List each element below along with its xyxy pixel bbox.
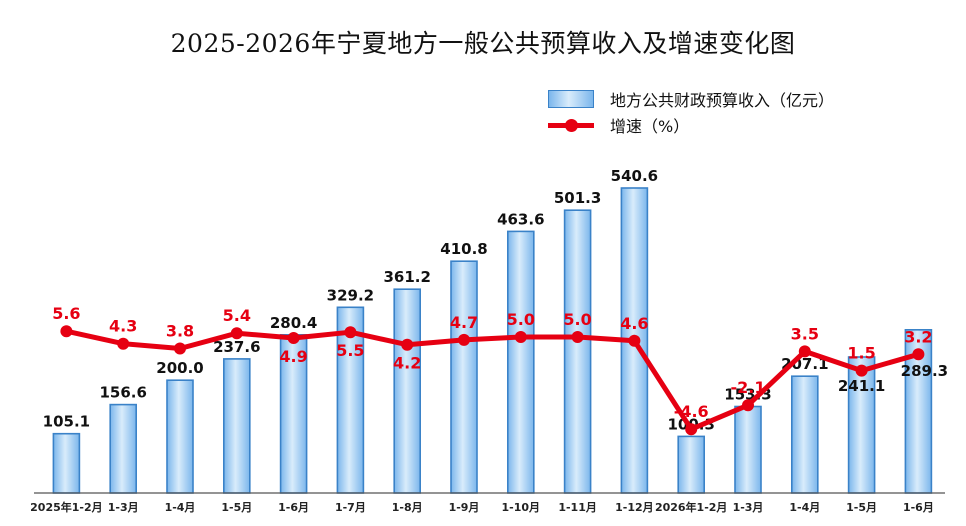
- growth-value-label: 5.0: [507, 310, 535, 329]
- x-tick-label: 1-5月: [846, 501, 877, 514]
- bar-value-label: 237.6: [213, 338, 260, 356]
- growth-value-label: 4.7: [450, 313, 478, 332]
- growth-line: [65, 328, 920, 432]
- growth-value-label: -4.6: [674, 402, 709, 421]
- growth-value-label: 4.9: [279, 347, 307, 366]
- x-tick-label: 1-3月: [108, 501, 139, 514]
- growth-value-label: 3.5: [791, 324, 819, 343]
- growth-value-label: 5.5: [336, 341, 364, 360]
- growth-value-label: 5.6: [52, 304, 80, 323]
- legend-bar-swatch: [548, 90, 594, 108]
- growth-value-label: 3.2: [904, 327, 932, 346]
- growth-point-3: [230, 327, 243, 340]
- bar-11: [677, 435, 706, 494]
- growth-point-11: [685, 423, 698, 436]
- bar-2: [166, 379, 194, 494]
- bar-14: [847, 356, 876, 494]
- growth-value-label: 5.0: [563, 310, 591, 329]
- growth-value-label: 3.8: [166, 322, 194, 341]
- x-tick-label: 1-8月: [392, 501, 423, 514]
- growth-point-15: [912, 348, 925, 361]
- growth-point-5: [344, 326, 357, 339]
- bar-value-label: 280.4: [270, 314, 317, 332]
- bar-value-label: 361.2: [383, 268, 430, 286]
- growth-point-14: [855, 364, 868, 377]
- bar-12: [734, 405, 762, 494]
- bar-6: [393, 288, 422, 494]
- bar-value-label: 241.1: [838, 377, 885, 395]
- bar-value-label: 200.0: [156, 359, 203, 377]
- x-tick-label: 1-5月: [221, 501, 252, 514]
- x-tick-label: 1-6月: [903, 501, 934, 514]
- x-tick-label: 1-12月: [615, 501, 654, 514]
- chart-title: 2025-2026年宁夏地方一般公共预算收入及增速变化图: [170, 29, 796, 58]
- bar-value-label: 540.6: [611, 167, 658, 185]
- growth-value-label: 4.6: [620, 314, 648, 333]
- bar-4: [279, 333, 308, 494]
- bar-value-label: 463.6: [497, 210, 544, 228]
- x-tick-label: 2026年1-2月: [655, 500, 728, 514]
- growth-point-6: [401, 338, 414, 351]
- legend: 地方公共财政预算收入（亿元） 增速（%）: [548, 86, 834, 138]
- growth-point-10: [628, 334, 641, 347]
- growth-point-0: [60, 325, 73, 338]
- bar-9: [563, 209, 592, 494]
- growth-point-7: [458, 333, 470, 346]
- growth-value-label: -2.1: [731, 378, 766, 397]
- bar-1: [109, 403, 137, 494]
- x-tick-label: 1-11月: [558, 501, 597, 514]
- bar-8: [506, 230, 535, 494]
- growth-value-label: 1.5: [847, 344, 875, 363]
- growth-point-1: [117, 337, 130, 350]
- bar-value-label: 410.8: [440, 240, 487, 258]
- bar-5: [336, 306, 365, 494]
- bar-3: [223, 358, 251, 494]
- x-tick-label: 1-9月: [449, 501, 480, 514]
- bar-0: [52, 432, 81, 494]
- bar-7: [450, 260, 478, 494]
- legend-item-bar: 地方公共财政预算收入（亿元）: [548, 86, 834, 112]
- bar-value-label: 501.3: [554, 189, 601, 207]
- x-tick-label: 1-6月: [278, 501, 309, 514]
- growth-value-label: 5.4: [223, 306, 251, 325]
- bar-value-label: 289.3: [901, 362, 948, 380]
- legend-line-label: 增速（%）: [610, 117, 690, 136]
- legend-line-swatch: [548, 116, 594, 134]
- growth-point-12: [742, 399, 754, 412]
- x-tick-label: 1-4月: [789, 501, 820, 514]
- legend-bar-label: 地方公共财政预算收入（亿元）: [610, 91, 835, 110]
- bar-13: [790, 375, 819, 494]
- x-tick-label: 1-10月: [502, 501, 541, 514]
- bar-value-label: 105.1: [43, 413, 90, 431]
- growth-point-8: [514, 331, 527, 343]
- x-tick-label: 1-4月: [165, 501, 196, 514]
- growth-point-9: [571, 331, 584, 343]
- growth-point-4: [287, 332, 300, 344]
- legend-item-line: 增速（%）: [548, 112, 834, 138]
- growth-value-label: 4.3: [109, 317, 137, 336]
- x-tick-label: 1-3月: [733, 501, 764, 514]
- growth-point-2: [174, 342, 186, 355]
- bar-value-label: 153.3: [724, 386, 771, 404]
- bar-value-label: 329.2: [327, 286, 374, 304]
- x-tick-label: 2025年1-2月: [30, 500, 103, 514]
- growth-point-13: [798, 345, 811, 358]
- bar-value-label: 156.6: [99, 384, 146, 402]
- growth-value-label: 4.2: [393, 354, 421, 373]
- x-tick-label: 1-7月: [335, 501, 366, 514]
